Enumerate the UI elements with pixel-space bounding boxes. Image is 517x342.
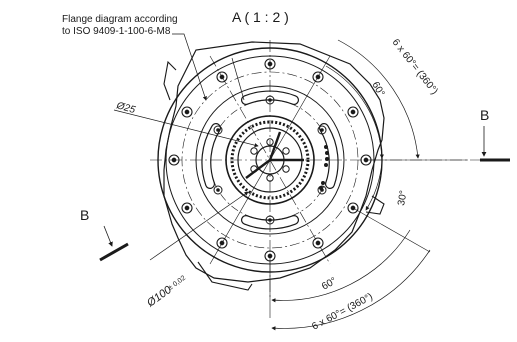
hub-ring-teeth [230,120,310,200]
flange-note-line2: to ISO 9409-1-100-6-M8 [62,26,171,37]
section-marker-left-graphic [99,225,129,262]
angle-lower-total: 6 x 60°= (360°) [310,291,375,332]
flange-note-line1: Flange diagram according [62,14,178,25]
dimension-arcs [271,39,431,331]
center-lines [150,40,500,318]
diameter-tolerance: ± 0,02 [167,275,187,292]
section-marker-right: B [480,107,489,123]
section-marker-left: B [80,207,89,223]
angle-upper-single: 60° [369,80,386,99]
view-title: A ( 1 : 2 ) [232,9,289,25]
housing-ear-right [365,195,385,215]
angle-lower-single: 60° [320,276,339,293]
housing-outline [163,41,385,283]
housing-ear-bottom [197,261,253,291]
hub-arrows [245,131,304,179]
angle-upper-total: 6 x 60°= (360°) [390,37,440,97]
diameter-large-group: Ø100 ± 0,02 [144,275,187,310]
section-marker-right-graphic [480,126,510,162]
housing-ear-left [163,60,177,101]
angle-side: 30° [396,190,409,207]
leader-lines [113,33,259,261]
diameter-small-label: Ø25 [114,100,137,116]
